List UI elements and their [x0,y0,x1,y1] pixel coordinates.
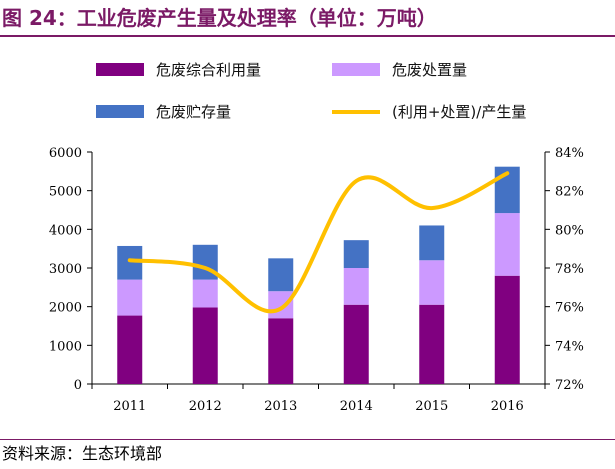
bar-2014-series-3 [343,240,369,268]
title-divider [0,35,615,37]
source-note: 资料来源：生态环境部 [2,444,163,463]
bar-2014-series-2 [343,268,369,305]
x-tick-label: 2015 [415,399,448,414]
x-tick-label: 2012 [189,399,222,414]
bar-2016-series-1 [494,275,520,384]
axes: 0 1000 2000 3000 4000 5000 6000 72% 74% 76% 78% 80%… [49,146,584,414]
x-tick-label: 2013 [264,399,297,414]
chart-title: 图 24：工业危废产生量及处理率（单位：万吨） [2,6,437,30]
legend-swatch-1 [96,63,144,76]
legend-label-4: (利用+处置)/产生量 [392,103,526,121]
y-right-tick-label: 74% [555,339,584,354]
bar-2015-series-3 [419,225,445,261]
y-right-tick-label: 84% [555,146,584,161]
x-tick-label: 2011 [113,399,146,414]
bar-2012-series-2 [192,279,218,308]
bar-2011-series-3 [117,245,143,280]
bar-2012-series-1 [192,307,218,384]
bar-2014-series-1 [343,304,369,384]
x-tick-label: 2016 [491,399,524,414]
bar-2013-series-2 [268,291,294,319]
y-left-tick-label: 1000 [49,339,82,354]
y-left-tick-label: 4000 [49,223,82,238]
bar-2011-series-2 [117,279,143,316]
y-right-tick-label: 72% [555,378,584,393]
x-tick-label: 2014 [340,399,373,414]
legend-label-3: 危废贮存量 [156,103,231,121]
legend-swatch-3 [96,105,144,118]
legend-label-2: 危废处置量 [392,61,467,79]
y-right-tick-label: 82% [555,185,584,200]
bar-2016-series-2 [494,213,520,276]
footer-divider [0,439,615,440]
bar-2013-series-1 [268,318,294,384]
bar-2015-series-1 [419,304,445,384]
y-left-tick-label: 6000 [49,146,82,161]
legend-label-1: 危废综合利用量 [156,61,261,79]
y-left-tick-label: 0 [74,378,82,393]
bars [117,166,520,384]
ratio-line-path [127,171,510,314]
bar-2015-series-2 [419,260,445,305]
bar-2011-series-1 [117,315,143,384]
y-right-tick-label: 76% [555,301,584,316]
bar-2013-series-3 [268,258,294,292]
y-left-tick-label: 3000 [49,262,82,277]
ratio-line [127,171,510,314]
y-left-tick-label: 2000 [49,301,82,316]
legend-swatch-2 [332,63,380,76]
y-right-tick-label: 78% [555,262,584,277]
y-right-tick-label: 80% [555,223,584,238]
chart-area: 危废综合利用量 危废处置量危废贮存量 (利用+处置)/产生量 0 1000 2000 30… [0,40,615,435]
y-left-tick-label: 5000 [49,185,82,200]
